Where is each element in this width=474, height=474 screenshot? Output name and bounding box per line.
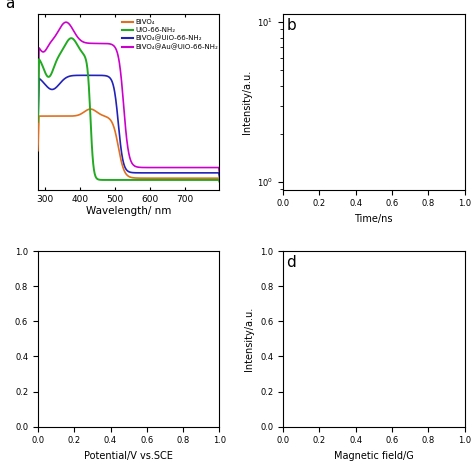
X-axis label: Magnetic field/G: Magnetic field/G [334, 451, 414, 461]
Text: a: a [5, 0, 15, 11]
X-axis label: Wavelength/ nm: Wavelength/ nm [86, 206, 172, 216]
Y-axis label: Intensity/a.u.: Intensity/a.u. [245, 307, 255, 371]
X-axis label: Potential/V vs.SCE: Potential/V vs.SCE [84, 451, 173, 461]
Text: d: d [287, 255, 296, 270]
X-axis label: Time/ns: Time/ns [355, 214, 393, 224]
Legend: BiVO₄, UiO-66-NH₂, BiVO₄@UiO-66-NH₂, BiVO₄@Au@UiO-66-NH₂: BiVO₄, UiO-66-NH₂, BiVO₄@UiO-66-NH₂, BiV… [121, 18, 219, 52]
Y-axis label: Intensity/a.u.: Intensity/a.u. [242, 70, 252, 134]
Text: b: b [287, 18, 296, 33]
